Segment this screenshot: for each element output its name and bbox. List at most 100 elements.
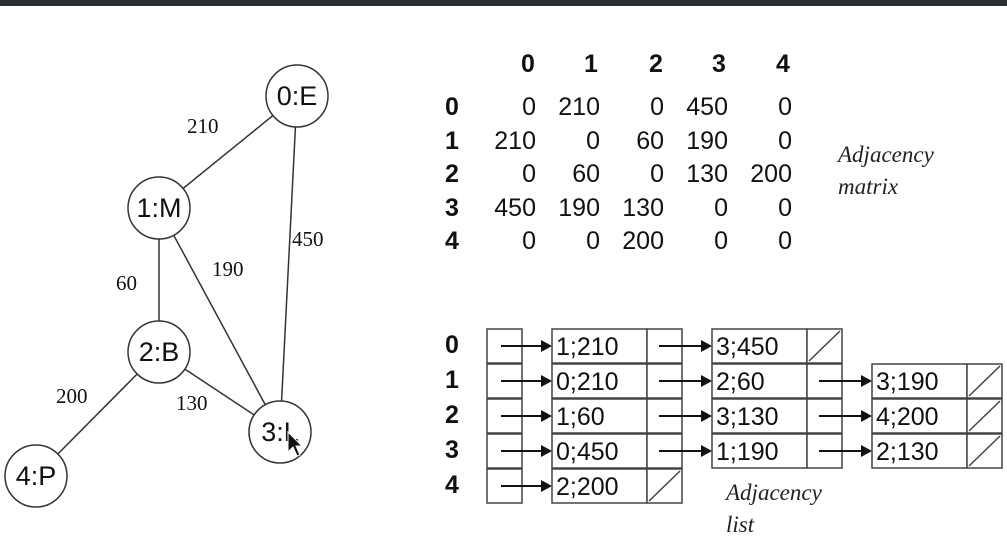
null-pointer-slash [968, 400, 1001, 432]
matrix-cell: 0 [778, 227, 792, 255]
adjacency-list-caption: Adjacency list [724, 480, 823, 537]
null-pointer-slash [968, 365, 1001, 397]
node-circle [265, 64, 329, 128]
matrix-column-header: 4 [776, 50, 790, 78]
arrow-head-icon [861, 410, 872, 422]
edge-weight-label: 130 [176, 391, 208, 415]
node-circle [4, 444, 68, 508]
node-label: 4:P [16, 461, 57, 491]
list-node-value-box [551, 328, 648, 364]
matrix-cell: 0 [778, 194, 792, 222]
arrow-head-icon [861, 445, 872, 457]
matrix-cell: 210 [494, 127, 536, 155]
matrix-column-header: 2 [649, 50, 663, 78]
list-node-value-box [711, 328, 808, 364]
arrow-head-icon [541, 340, 552, 352]
arrow-head-icon [541, 480, 552, 492]
edge-weight-label: 210 [187, 114, 219, 138]
arrow-head-icon [541, 410, 552, 422]
graph-edge-labels: 210 450 60 190 130 200 [56, 114, 324, 415]
edge-weight-label: 60 [116, 271, 137, 295]
matrix-cell: 450 [494, 194, 536, 222]
adjacency-matrix-caption: Adjacency matrix [836, 142, 935, 199]
matrix-column-header: 1 [584, 50, 598, 78]
matrix-cell: 0 [714, 194, 728, 222]
list-node-value-box [871, 433, 968, 469]
adjacency-list: 0 1 2 3 4 1;210 3;450 0;210 2;60 3;190 1;60 3;130 4;… [445, 328, 1003, 504]
arrow-head-icon [541, 445, 552, 457]
matrix-cell: 200 [750, 160, 792, 188]
graph-edge [158, 207, 281, 433]
list-row-header: 0 [445, 331, 459, 359]
graph-node: 0:E [265, 64, 329, 128]
list-row-header: 4 [445, 471, 459, 499]
matrix-cell: 0 [650, 160, 664, 188]
null-pointer-slash [648, 470, 681, 502]
matrix-row-header: 1 [445, 127, 459, 155]
matrix-column-header: 0 [521, 50, 535, 78]
matrix-cell: 60 [572, 160, 600, 188]
graph-node: 2:B [127, 320, 191, 384]
matrix-cell: 0 [586, 227, 600, 255]
node-circle [127, 320, 191, 384]
graph-node: 3:L [248, 400, 312, 464]
list-node-value: 2;60 [716, 368, 765, 396]
matrix-cell: 0 [522, 227, 536, 255]
list-row-header: 2 [445, 401, 459, 429]
list-node-value: 3;130 [716, 403, 779, 431]
list-node-value: 0;450 [556, 438, 619, 466]
edge-weight-label: 200 [56, 384, 88, 408]
node-label: 2:B [139, 337, 180, 367]
matrix-cell: 450 [686, 93, 728, 121]
list-node-pointer-box [646, 433, 683, 469]
matrix-row-header: 0 [445, 93, 459, 121]
null-pointer-slash [808, 330, 841, 362]
null-pointer-slash [968, 435, 1001, 467]
graph-edge [279, 95, 298, 433]
matrix-column-header: 3 [712, 50, 726, 78]
list-node-value-box [871, 398, 968, 434]
matrix-row-header: 3 [445, 194, 459, 222]
matrix-cell: 60 [636, 127, 664, 155]
graph-nodes: 0:E 1:M 2:B 3:L 4:P [4, 64, 329, 508]
list-node-value: 0;210 [556, 368, 619, 396]
top-bar [0, 0, 1007, 6]
matrix-cell: 190 [686, 127, 728, 155]
arrow-head-icon [701, 410, 712, 422]
edge-weight-label: 190 [212, 257, 244, 281]
list-node-value: 1;210 [556, 333, 619, 361]
matrix-cell: 0 [522, 93, 536, 121]
matrix-cell: 130 [686, 160, 728, 188]
list-node-value: 3;450 [716, 333, 779, 361]
list-node-value: 2;130 [876, 438, 939, 466]
matrix-cell: 200 [622, 227, 664, 255]
list-node-value: 4;200 [876, 403, 939, 431]
matrix-caption-line2: matrix [838, 174, 899, 199]
graph-node: 1:M [127, 176, 191, 240]
edge-weight-label: 450 [292, 227, 324, 251]
list-node-value: 3;190 [876, 368, 939, 396]
matrix-cell: 0 [714, 227, 728, 255]
arrow-head-icon [701, 445, 712, 457]
list-node-value-box [871, 363, 968, 399]
matrix-row-header: 2 [445, 160, 459, 188]
arrow-head-icon [701, 375, 712, 387]
adjacency-matrix: 0 1 2 3 4 0 1 2 3 4 0 210 0 450 0 210 0 60 190 0 0 60 0 130 200 4… [445, 50, 792, 255]
matrix-cell: 0 [586, 127, 600, 155]
list-node-value-box [711, 433, 808, 469]
graph-node: 4:P [4, 444, 68, 508]
matrix-cell: 0 [778, 93, 792, 121]
node-label: 1:M [136, 193, 181, 223]
list-row-header: 1 [445, 366, 459, 394]
arrow-head-icon [541, 375, 552, 387]
list-row-header: 3 [445, 436, 459, 464]
arrow-head-icon [861, 375, 872, 387]
node-label: 0:E [277, 81, 318, 111]
list-caption-line2: list [726, 512, 755, 537]
list-node-value: 2;200 [556, 473, 619, 501]
list-caption-line1: Adjacency [724, 480, 823, 505]
matrix-cell: 0 [522, 160, 536, 188]
matrix-cell: 210 [558, 93, 600, 121]
matrix-row-header: 4 [445, 227, 459, 255]
